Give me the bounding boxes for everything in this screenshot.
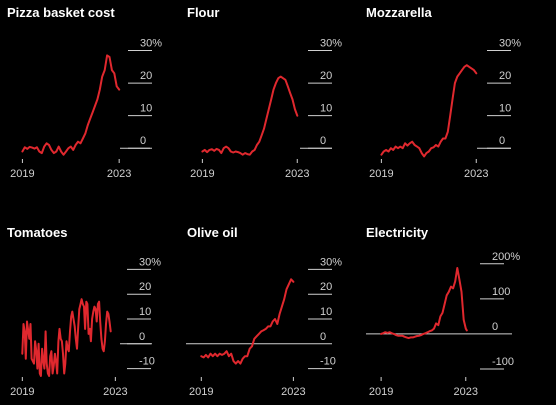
y-tick-label: 200% [492, 251, 520, 263]
x-tick-label: 2019 [10, 168, 34, 180]
panel-title: Olive oil [187, 225, 238, 240]
panel-title: Mozzarella [366, 5, 433, 20]
y-tick-label: 20 [139, 281, 151, 293]
y-tick-label: 0 [320, 135, 326, 147]
y-tick-label: 10 [140, 103, 152, 115]
x-tick-label: 2023 [281, 386, 305, 398]
series-line [21, 54, 121, 156]
y-tick-label: 20 [320, 281, 332, 293]
y-tick-label: -10 [139, 356, 155, 368]
panel-electricity: Electricity 200% 100 0 -100 2019 2023 [366, 225, 520, 398]
y-tick-label: 30% [320, 38, 342, 50]
y-tick-label: 20 [140, 70, 152, 82]
y-tick-label: 10 [499, 103, 511, 115]
panel-title: Tomatoes [7, 225, 67, 240]
y-tick-label: -10 [320, 356, 336, 368]
panel-title: Flour [187, 5, 220, 20]
y-tick-label: 30% [139, 256, 161, 268]
series-line [380, 64, 478, 158]
x-tick-label: 2023 [107, 168, 131, 180]
y-tick-label: 0 [140, 135, 146, 147]
y-tick-label: 100 [492, 286, 510, 298]
x-tick-label: 2019 [190, 168, 214, 180]
y-tick-label: 20 [320, 70, 332, 82]
x-tick-label: 2023 [454, 386, 478, 398]
x-tick-label: 2023 [103, 386, 127, 398]
panel-mozzarella: Mozzarella 30% 20 10 0 2019 2023 [366, 5, 521, 180]
series-line [200, 278, 295, 365]
panel-flour: Flour 30% 20 10 0 2019 2023 [187, 5, 342, 180]
x-tick-label: 2023 [285, 168, 309, 180]
y-tick-label: 20 [499, 70, 511, 82]
y-tick-label: 10 [320, 306, 332, 318]
y-tick-label: 0 [320, 331, 326, 343]
x-tick-label: 2019 [189, 386, 213, 398]
series-line [21, 298, 112, 377]
y-tick-label: 0 [499, 135, 505, 147]
x-tick-label: 2019 [369, 168, 393, 180]
y-tick-label: 10 [320, 103, 332, 115]
series-line [380, 267, 468, 340]
x-tick-label: 2023 [464, 168, 488, 180]
series-line [201, 75, 299, 156]
panel-title: Pizza basket cost [7, 5, 115, 20]
panel-olive-oil: Olive oil 30% 20 10 0 -10 2019 2023 [186, 225, 342, 398]
y-tick-label: 30% [499, 38, 521, 50]
panel-title: Electricity [366, 225, 429, 240]
y-tick-label: 0 [139, 331, 145, 343]
y-tick-label: -100 [492, 356, 514, 368]
x-tick-label: 2019 [369, 386, 393, 398]
y-tick-label: 30% [140, 38, 162, 50]
panel-pizza-basket-cost: Pizza basket cost 30% 20 10 0 2019 2023 [7, 5, 162, 180]
panel-tomatoes: Tomatoes 30% 20 10 0 -10 2019 2023 [7, 225, 161, 398]
y-tick-label: 30% [320, 256, 342, 268]
y-tick-label: 10 [139, 306, 151, 318]
y-tick-label: 0 [492, 321, 498, 333]
x-tick-label: 2019 [10, 386, 34, 398]
